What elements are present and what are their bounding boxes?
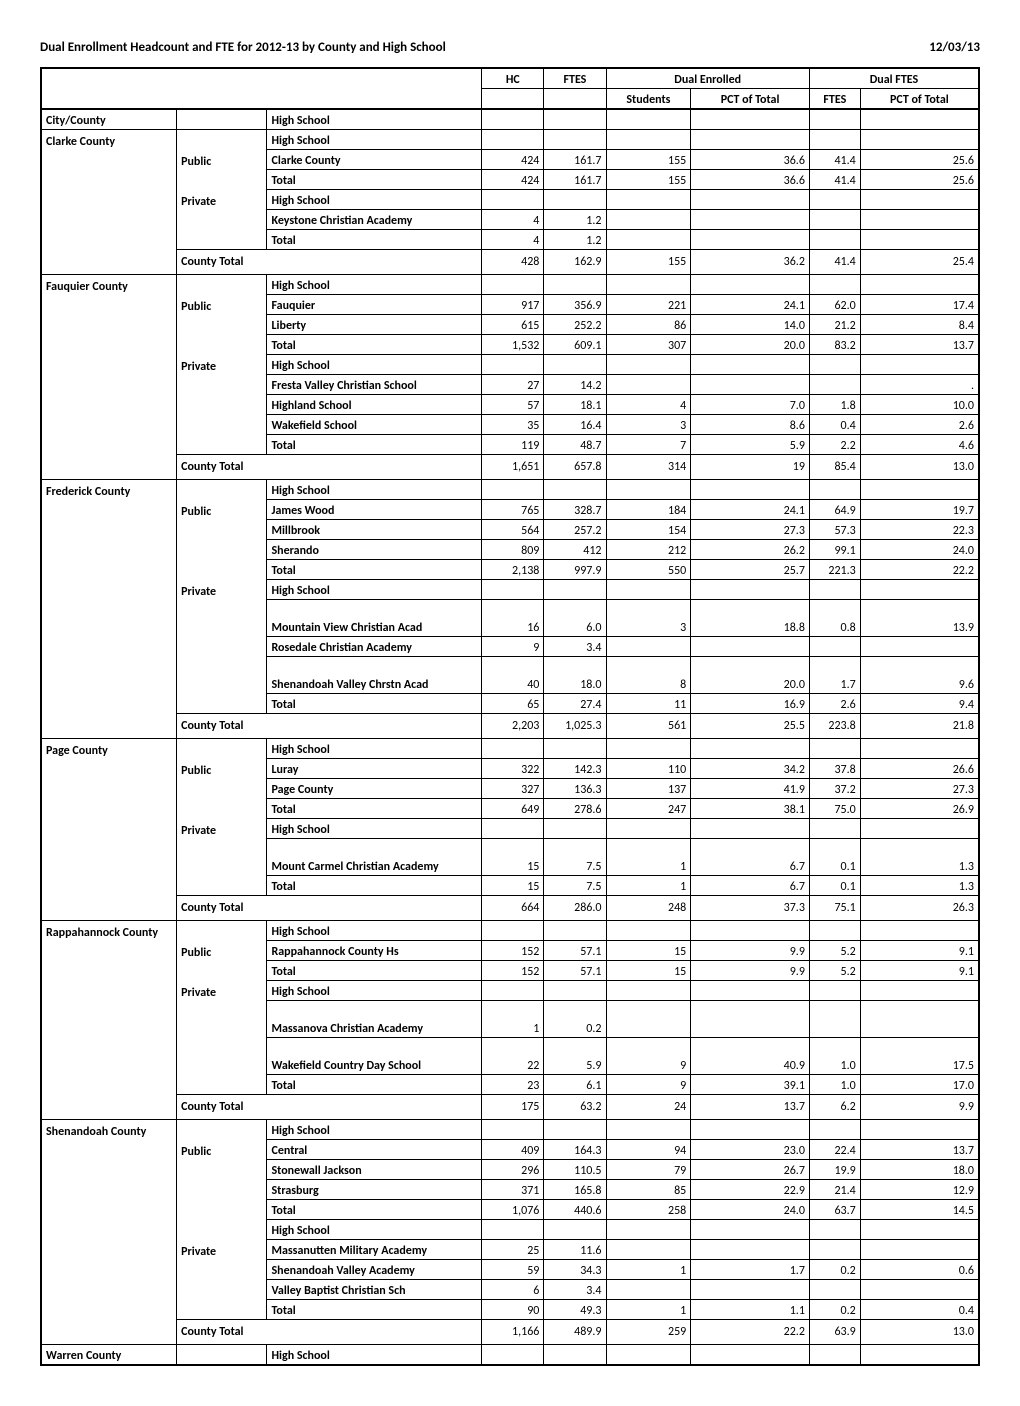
col-dual-ftes: Dual FTES	[809, 68, 979, 89]
school-name: Total	[267, 170, 482, 190]
school-name: Total	[267, 560, 482, 580]
school-name: Fauquier	[267, 295, 482, 315]
school-name: Shenandoah Valley Academy	[267, 1260, 482, 1280]
school-name: Mount Carmel Christian Academy	[267, 839, 482, 876]
school-name: James Wood	[267, 500, 482, 520]
school-name: Clarke County	[267, 150, 482, 170]
school-name: Luray	[267, 759, 482, 779]
school-name: Keystone Christian Academy	[267, 210, 482, 230]
label-high-school: High School	[267, 109, 482, 130]
school-name: Total	[267, 335, 482, 355]
school-name: Fresta Valley Christian School	[267, 375, 482, 395]
col-dual-enrolled: Dual Enrolled	[606, 68, 809, 89]
school-name: Wakefield School	[267, 415, 482, 435]
col-ftes2: FTES	[809, 89, 860, 110]
school-name: Total	[267, 1300, 482, 1320]
report-page: Dual Enrollment Headcount and FTE for 20…	[40, 40, 980, 1366]
county-total-label: County Total	[177, 1095, 482, 1120]
col-students: Students	[606, 89, 691, 110]
county-total-label: County Total	[177, 896, 482, 921]
school-name: Wakefield Country Day School	[267, 1038, 482, 1075]
county-total-label: County Total	[177, 250, 482, 275]
school-name: Total	[267, 876, 482, 896]
report-title: Dual Enrollment Headcount and FTE for 20…	[40, 40, 446, 55]
school-name: Total	[267, 230, 482, 250]
label-city-county: City/County	[41, 109, 177, 130]
county-total-label: County Total	[177, 1320, 482, 1345]
school-name: Liberty	[267, 315, 482, 335]
school-name: Central	[267, 1140, 482, 1160]
school-name: Total	[267, 961, 482, 981]
school-name: Valley Baptist Christian Sch	[267, 1280, 482, 1300]
school-name: Page County	[267, 779, 482, 799]
school-name: Total	[267, 1075, 482, 1095]
enrollment-table: HCFTESDual EnrolledDual FTESStudentsPCT …	[40, 67, 980, 1366]
school-name: Millbrook	[267, 520, 482, 540]
school-name: Total	[267, 1200, 482, 1220]
school-name: Total	[267, 799, 482, 819]
report-date: 12/03/13	[929, 40, 980, 55]
county-total-label: County Total	[177, 455, 482, 480]
county-name: Warren County	[41, 1345, 177, 1366]
school-name: Stonewall Jackson	[267, 1160, 482, 1180]
school-name: Rosedale Christian Academy	[267, 637, 482, 657]
col-ftes: FTES	[544, 68, 606, 89]
school-name: Highland School	[267, 395, 482, 415]
col-pct2: PCT of Total	[860, 89, 979, 110]
school-name: Total	[267, 694, 482, 714]
county-total-label: County Total	[177, 714, 482, 739]
school-name: Total	[267, 435, 482, 455]
school-name: Shenandoah Valley Chrstn Acad	[267, 657, 482, 694]
school-name: Massanutten Military Academy	[267, 1240, 482, 1260]
col-pct1: PCT of Total	[691, 89, 810, 110]
col-hc: HC	[482, 68, 544, 89]
school-name: Rappahannock County Hs	[267, 941, 482, 961]
school-name: Massanova Christian Academy	[267, 1001, 482, 1038]
school-name: Mountain View Christian Acad	[267, 600, 482, 637]
school-name: Strasburg	[267, 1180, 482, 1200]
report-header: Dual Enrollment Headcount and FTE for 20…	[40, 40, 980, 55]
school-name: Sherando	[267, 540, 482, 560]
